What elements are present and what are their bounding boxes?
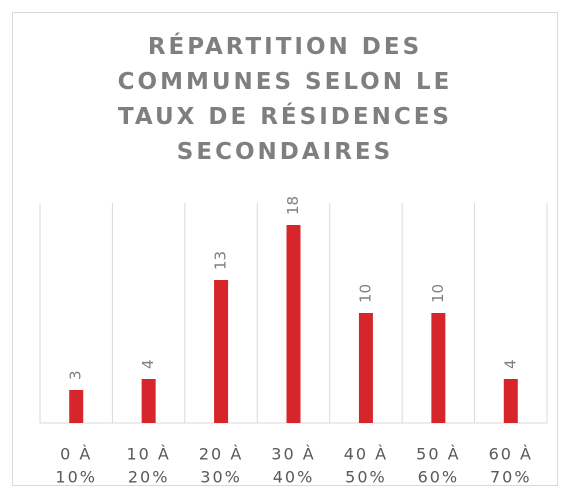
chart-title: RÉPARTITION DES COMMUNES SELON LE TAUX D… [117,34,453,165]
x-tick-label: 0 À [60,445,92,464]
x-tick-label: 50 À [416,445,460,464]
x-tick-label: 20% [128,468,170,487]
bar [214,280,229,423]
x-tick-label: 10 À [126,445,170,464]
bar [141,379,156,423]
data-label: 4 [139,359,157,369]
bar [69,390,84,423]
x-tick-label: 20 À [199,445,243,464]
x-tick-label: 40 À [344,445,388,464]
data-label: 13 [212,251,230,270]
data-label: 10 [429,284,447,303]
x-tick-label: 40% [273,468,315,487]
x-tick-label: 50% [345,468,387,487]
data-label: 10 [356,284,374,303]
bar [286,225,301,423]
x-tick-label: 10% [55,468,97,487]
x-tick-label: 30% [200,468,242,487]
x-tick-label: 60% [418,468,460,487]
bar [503,379,518,423]
data-label: 3 [67,370,85,380]
x-tick-label: 70% [490,468,532,487]
data-label: 18 [284,196,302,215]
x-tick-label: 60 À [489,445,533,464]
x-tick-label: 30 À [271,445,315,464]
bar [358,313,373,423]
data-label: 4 [501,359,519,369]
chart-border [12,12,558,486]
bar [431,313,446,423]
